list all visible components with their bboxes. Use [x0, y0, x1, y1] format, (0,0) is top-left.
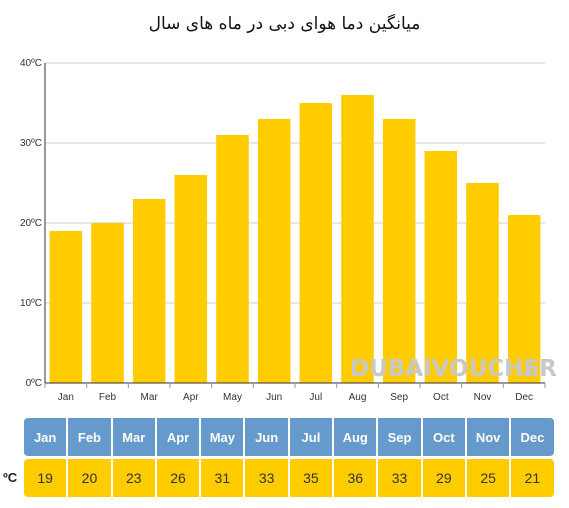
bars-group — [49, 95, 541, 383]
bar-jan — [49, 231, 83, 383]
temp-cell-mar: 23 — [112, 459, 155, 497]
bar-jun — [257, 119, 291, 383]
month-cell-dec: Dec — [511, 418, 554, 456]
month-cell-jan: Jan — [24, 418, 67, 456]
watermark-suffix: .ir — [520, 361, 541, 381]
y-tick-label: 30ºC — [20, 138, 42, 149]
x-tick-label-sep: Sep — [390, 392, 408, 403]
bar-feb — [91, 223, 124, 383]
month-cell-apr: Apr — [156, 418, 200, 456]
chart-title: میانگین دما هوای دبی در ماه های سال — [148, 14, 421, 34]
bar-nov — [466, 183, 499, 383]
bar-sep — [382, 119, 416, 383]
temp-cell-dec: 21 — [511, 459, 554, 497]
unit-label: ºC — [3, 470, 18, 485]
month-cell-aug: Aug — [334, 418, 377, 456]
bar-oct — [424, 151, 458, 383]
x-tick-label-apr: Apr — [183, 392, 199, 403]
month-cell-feb: Feb — [68, 418, 111, 456]
y-tick-label: 40ºC — [20, 58, 42, 69]
x-tick-label-jan: Jan — [58, 392, 74, 403]
temp-cell-nov: 25 — [466, 459, 510, 497]
month-cell-jun: Jun — [245, 418, 288, 456]
bar-dec — [507, 215, 541, 383]
temperature-row: 19 20 23 26 31 33 35 36 33 29 25 21 — [24, 459, 554, 497]
month-cell-jul: Jul — [289, 418, 333, 456]
x-tick-labels: Jan Feb Mar Apr May Jun Jul Aug Sep Oct Nov Dec — [58, 392, 533, 403]
temp-cell-jun: 33 — [245, 459, 288, 497]
month-header-row: Jan Feb Mar Apr May Jun Jul Aug Sep Oct Nov Dec — [24, 418, 554, 456]
x-tick-label-may: May — [223, 392, 242, 403]
temp-cell-jan: 19 — [24, 459, 67, 497]
bar-aug — [341, 95, 374, 383]
bar-may — [216, 135, 249, 383]
temp-cell-feb: 20 — [68, 459, 111, 497]
x-tick-label-aug: Aug — [349, 392, 367, 403]
y-tick-labels: 0ºC 10ºC 20ºC 30ºC 40ºC — [20, 58, 42, 389]
bar-apr — [174, 175, 208, 383]
x-tick-label-dec: Dec — [515, 392, 533, 403]
bar-chart: 0ºC 10ºC 20ºC 30ºC 40ºC Jan Feb Mar Apr May Jun Ju… — [20, 58, 557, 403]
x-tick-label-feb: Feb — [99, 392, 117, 403]
x-tick-label-nov: Nov — [474, 392, 492, 403]
temp-cell-sep: 33 — [378, 459, 421, 497]
month-cell-may: May — [201, 418, 244, 456]
y-tick-label: 10ºC — [20, 298, 42, 309]
x-tick-label-mar: Mar — [141, 392, 159, 403]
axes-group — [44, 63, 546, 388]
month-cell-nov: Nov — [466, 418, 510, 456]
month-cell-mar: Mar — [112, 418, 155, 456]
temp-cell-oct: 29 — [422, 459, 465, 497]
temp-cell-apr: 26 — [156, 459, 200, 497]
month-cell-oct: Oct — [422, 418, 465, 456]
x-tick-label-jun: Jun — [266, 392, 282, 403]
bar-mar — [132, 199, 166, 383]
temp-cell-aug: 36 — [334, 459, 377, 497]
watermark-text: DUBAIVOUCHER — [350, 356, 557, 382]
x-tick-label-jul: Jul — [309, 392, 322, 403]
y-tick-label: 20ºC — [20, 218, 42, 229]
x-tick-label-oct: Oct — [433, 392, 449, 403]
temp-cell-jul: 35 — [289, 459, 333, 497]
temp-cell-may: 31 — [201, 459, 244, 497]
bar-jul — [299, 103, 333, 383]
y-tick-label: 0ºC — [26, 378, 42, 389]
month-cell-sep: Sep — [378, 418, 421, 456]
